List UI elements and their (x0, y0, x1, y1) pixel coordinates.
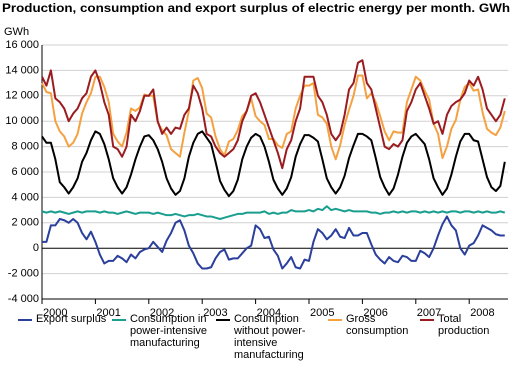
y-tick-label: 10 000 (5, 115, 39, 127)
y-tick-label: 4 000 (11, 191, 39, 203)
x-tick-label: 2000 (43, 307, 67, 319)
y-tick-label: 6 000 (11, 166, 39, 178)
y-tick-label: 2 000 (11, 217, 39, 229)
y-tick-label: 8 000 (11, 141, 39, 153)
x-tick-label: 2008 (470, 307, 494, 319)
series-line (41, 205, 506, 220)
x-tick-label: 2004 (257, 307, 281, 319)
legend-label: Gross consumption (346, 313, 409, 337)
legend-label: Consumption without power-intensive manu… (234, 313, 306, 361)
series-line (42, 215, 505, 270)
x-tick-label: 2007 (417, 307, 441, 319)
x-tick-label: 2002 (150, 307, 174, 319)
x-tick-label: 2005 (310, 307, 334, 319)
y-tick-label: -2 000 (8, 268, 39, 280)
y-tick-label: 16 000 (5, 39, 39, 51)
y-tick-label: -4 000 (8, 293, 39, 305)
series-line (41, 130, 506, 198)
legend-label: Export surplus (36, 313, 107, 325)
x-tick-label: 2006 (363, 307, 387, 319)
chart-title: Production, consumption and export surpl… (2, 1, 510, 15)
x-tick-label: 2001 (96, 307, 120, 319)
y-tick-label: 0 (33, 242, 39, 254)
y-tick-label: 12 000 (5, 90, 39, 102)
y-axis-label: GWh (4, 26, 29, 38)
legend-label: Total production (438, 313, 490, 337)
legend-label: Consumption in power-intensive manufactu… (130, 313, 208, 349)
y-tick-label: 14 000 (5, 64, 39, 76)
x-tick-label: 2003 (203, 307, 227, 319)
series-line (41, 59, 506, 170)
